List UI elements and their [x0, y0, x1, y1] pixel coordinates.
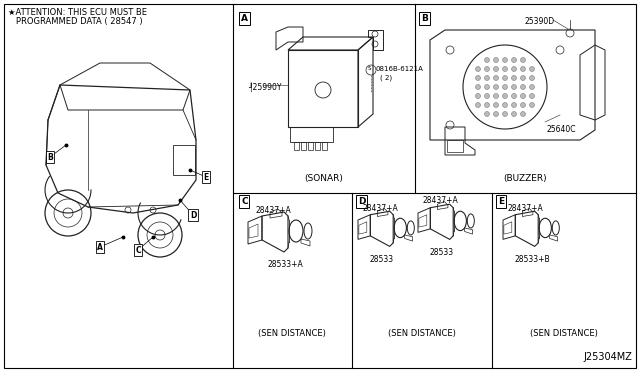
Circle shape [493, 76, 499, 80]
Circle shape [484, 67, 490, 71]
Text: A: A [97, 243, 103, 251]
Circle shape [511, 84, 516, 90]
Circle shape [529, 76, 534, 80]
Text: 28533+A: 28533+A [268, 260, 304, 269]
Text: E: E [498, 197, 504, 206]
Text: D: D [190, 211, 196, 219]
Circle shape [476, 93, 481, 99]
Text: ★ATTENTION: THIS ECU MUST BE: ★ATTENTION: THIS ECU MUST BE [8, 8, 147, 17]
Circle shape [520, 112, 525, 116]
Circle shape [476, 76, 481, 80]
Text: S: S [368, 66, 371, 71]
Circle shape [529, 93, 534, 99]
Circle shape [511, 67, 516, 71]
Text: (SEN DISTANCE): (SEN DISTANCE) [388, 329, 456, 338]
Circle shape [484, 58, 490, 62]
Text: 28533+B: 28533+B [515, 255, 550, 264]
Circle shape [493, 67, 499, 71]
Bar [294, 142, 299, 150]
Bar [315, 142, 320, 150]
Circle shape [520, 84, 525, 90]
Circle shape [511, 58, 516, 62]
Circle shape [520, 67, 525, 71]
Text: B: B [421, 14, 428, 23]
Text: 28437+A: 28437+A [363, 204, 399, 213]
Text: 0816B-6121A: 0816B-6121A [376, 66, 424, 72]
Circle shape [520, 103, 525, 108]
Text: 25640C: 25640C [547, 125, 577, 134]
Text: 28437+A: 28437+A [423, 196, 459, 205]
Text: ┦25990Y: ┦25990Y [248, 82, 282, 92]
Circle shape [493, 112, 499, 116]
Text: 28437+A: 28437+A [256, 206, 292, 215]
Circle shape [484, 112, 490, 116]
Bar [308, 142, 313, 150]
Text: (SONAR): (SONAR) [305, 174, 344, 183]
Circle shape [502, 67, 508, 71]
Text: (SEN DISTANCE): (SEN DISTANCE) [530, 329, 598, 338]
Circle shape [520, 93, 525, 99]
Bar [173, 145, 195, 175]
Circle shape [502, 112, 508, 116]
Circle shape [484, 84, 490, 90]
Circle shape [476, 67, 481, 71]
Text: 25390D: 25390D [525, 17, 555, 26]
Bar [301, 142, 306, 150]
Circle shape [502, 76, 508, 80]
Circle shape [484, 93, 490, 99]
Circle shape [511, 76, 516, 80]
Text: PROGRAMMED DATA ( 28547 ): PROGRAMMED DATA ( 28547 ) [8, 17, 143, 26]
Circle shape [476, 84, 481, 90]
Text: E: E [204, 173, 209, 182]
Text: A: A [241, 14, 248, 23]
Circle shape [502, 58, 508, 62]
Circle shape [493, 58, 499, 62]
Circle shape [484, 103, 490, 108]
Text: J25304MZ: J25304MZ [583, 352, 632, 362]
Circle shape [502, 103, 508, 108]
Circle shape [484, 76, 490, 80]
Bar [447, 140, 463, 152]
Text: C: C [241, 197, 248, 206]
Circle shape [529, 67, 534, 71]
Circle shape [520, 58, 525, 62]
Circle shape [529, 84, 534, 90]
Circle shape [493, 93, 499, 99]
Circle shape [476, 103, 481, 108]
Circle shape [502, 93, 508, 99]
Text: 28437+A: 28437+A [508, 204, 544, 213]
Circle shape [493, 84, 499, 90]
Circle shape [529, 103, 534, 108]
Circle shape [493, 103, 499, 108]
Text: C: C [135, 246, 141, 254]
Text: ( 2): ( 2) [380, 74, 392, 80]
Circle shape [511, 112, 516, 116]
Text: D: D [358, 197, 365, 206]
Circle shape [511, 93, 516, 99]
Circle shape [511, 103, 516, 108]
Text: 28533: 28533 [430, 248, 454, 257]
Text: (BUZZER): (BUZZER) [503, 174, 547, 183]
Circle shape [520, 76, 525, 80]
Bar [322, 142, 327, 150]
Text: B: B [47, 153, 53, 161]
Circle shape [502, 84, 508, 90]
Text: 28533: 28533 [370, 255, 394, 264]
Text: (SEN DISTANCE): (SEN DISTANCE) [258, 329, 326, 338]
